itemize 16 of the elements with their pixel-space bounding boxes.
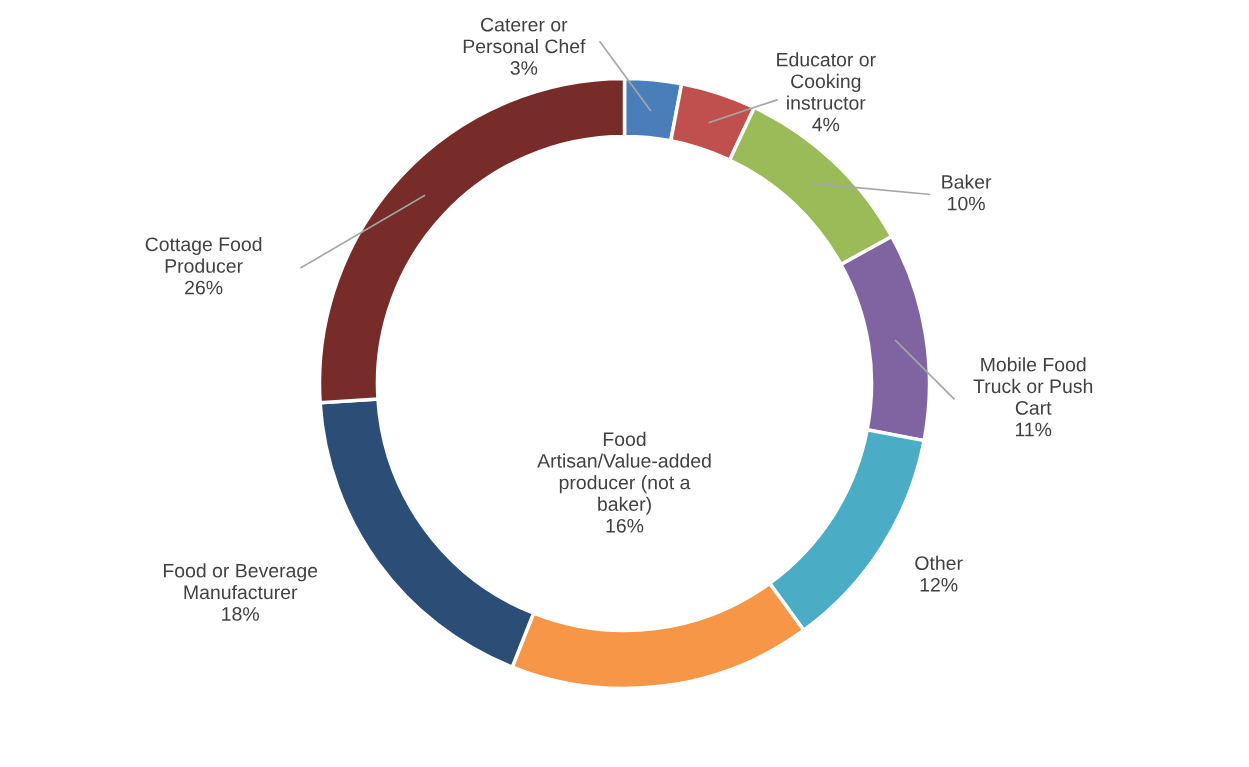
- slice-label: Cottage Food Producer: [145, 236, 262, 273]
- data-label: 26%: [185, 280, 223, 295]
- slice-label: Caterer or Personal Chef: [463, 17, 586, 54]
- slice-label: Baker: [942, 174, 992, 189]
- slice-label: Food or Beverage Manufacturer: [163, 563, 318, 600]
- slice-label: Mobile Food Truck or Push Cart: [973, 357, 1093, 415]
- data-label: 4%: [812, 117, 840, 132]
- data-label: 16%: [606, 518, 644, 533]
- data-label: 3%: [510, 61, 538, 75]
- data-label: 18%: [222, 607, 259, 621]
- data-label: 10%: [948, 196, 985, 211]
- slice-label: Food Artisan/Value-added producer (not a baker): [537, 431, 711, 515]
- data-label: 12%: [920, 577, 958, 592]
- slice-label: Educator or Cooking instructor: [777, 52, 876, 110]
- data-label: 11%: [1015, 422, 1052, 437]
- slice-label: Other: [915, 555, 963, 571]
